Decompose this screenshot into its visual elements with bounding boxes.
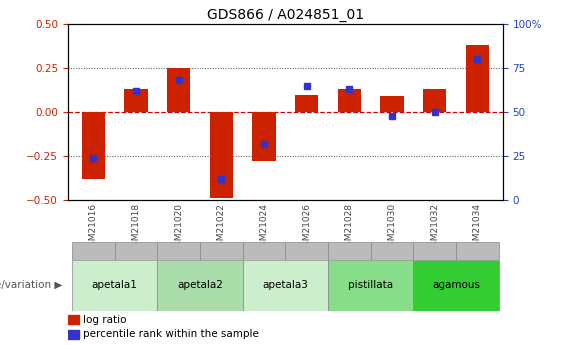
FancyBboxPatch shape	[285, 241, 328, 260]
FancyBboxPatch shape	[158, 260, 243, 310]
Bar	[68, 315, 79, 324]
FancyBboxPatch shape	[115, 241, 158, 260]
Bar	[252, 112, 276, 161]
Bar	[167, 68, 190, 112]
FancyBboxPatch shape	[456, 241, 498, 260]
Bar	[124, 89, 148, 112]
Text: apetala3: apetala3	[262, 280, 308, 290]
Bar	[337, 89, 361, 112]
FancyBboxPatch shape	[371, 241, 413, 260]
Bar	[466, 45, 489, 112]
Title: GDS866 / A024851_01: GDS866 / A024851_01	[207, 8, 364, 22]
FancyBboxPatch shape	[72, 241, 115, 260]
FancyBboxPatch shape	[328, 241, 371, 260]
FancyBboxPatch shape	[243, 260, 328, 310]
FancyBboxPatch shape	[243, 241, 285, 260]
Bar	[380, 96, 403, 112]
Bar	[210, 112, 233, 198]
Bar	[423, 89, 446, 112]
Text: agamous: agamous	[432, 280, 480, 290]
Text: apetala1: apetala1	[92, 280, 138, 290]
FancyBboxPatch shape	[158, 241, 200, 260]
Text: log ratio: log ratio	[83, 315, 127, 325]
Text: apetala2: apetala2	[177, 280, 223, 290]
Bar	[82, 112, 105, 179]
Text: pistillata: pistillata	[348, 280, 393, 290]
FancyBboxPatch shape	[72, 260, 158, 310]
FancyBboxPatch shape	[413, 260, 498, 310]
FancyBboxPatch shape	[200, 241, 243, 260]
Text: percentile rank within the sample: percentile rank within the sample	[83, 329, 259, 339]
FancyBboxPatch shape	[328, 260, 413, 310]
Text: genotype/variation ▶: genotype/variation ▶	[0, 280, 62, 290]
Bar	[295, 95, 319, 112]
Bar	[68, 330, 79, 339]
FancyBboxPatch shape	[413, 241, 456, 260]
